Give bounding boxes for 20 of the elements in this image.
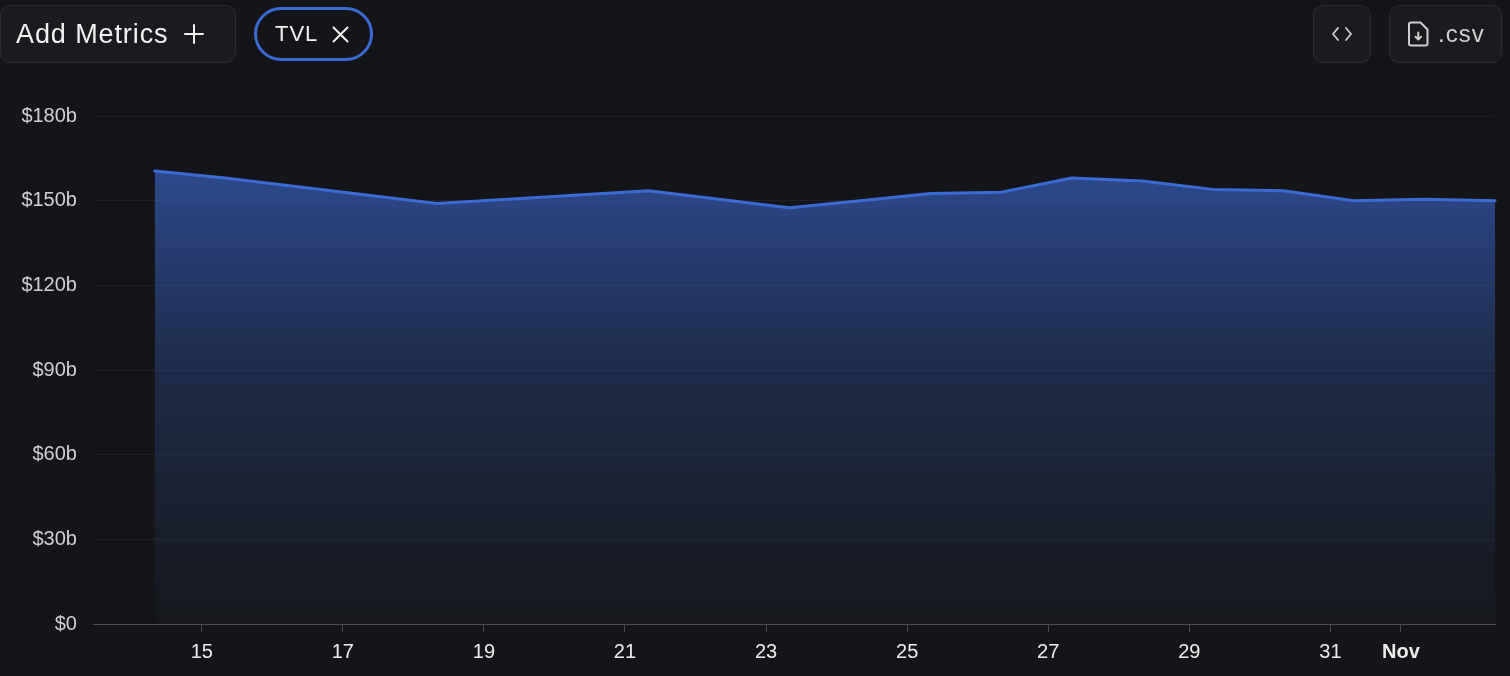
y-tick-label: $0 bbox=[54, 611, 77, 634]
x-tick-label: 17 bbox=[331, 639, 354, 662]
tag-chip: TVL bbox=[254, 7, 373, 61]
x-tick-label: 29 bbox=[1178, 639, 1201, 662]
y-tick-label: $150b bbox=[21, 188, 77, 211]
add-button: Add Metrics bbox=[0, 5, 236, 63]
x-tick-label: 15 bbox=[190, 639, 213, 662]
x-tick-label: 19 bbox=[472, 639, 496, 662]
x-tick-label: 27 bbox=[1037, 639, 1060, 662]
text: .csv bbox=[1438, 20, 1485, 47]
x-tick-label: 21 bbox=[613, 639, 637, 662]
y-tick-label: $30b bbox=[32, 526, 77, 549]
y-tick-label: $90b bbox=[32, 357, 77, 380]
x-tick-label: 23 bbox=[754, 639, 778, 662]
x-tick-label: 25 bbox=[896, 639, 919, 662]
y-tick-label: $60b bbox=[32, 442, 77, 465]
x-tick-label: Nov bbox=[1382, 639, 1421, 662]
y-tick-label: $120b bbox=[21, 272, 77, 295]
y-tick-label: $180b bbox=[21, 103, 77, 126]
x-tick-label: 31 bbox=[1319, 639, 1342, 662]
